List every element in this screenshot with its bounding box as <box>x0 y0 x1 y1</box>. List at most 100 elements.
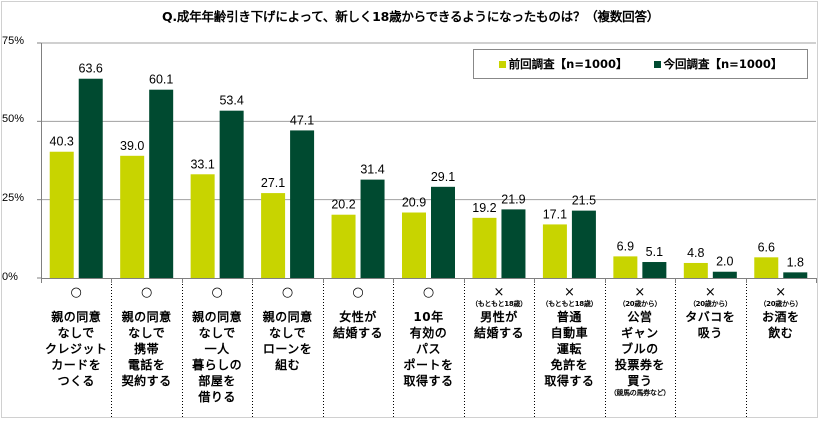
bar-previous <box>613 256 638 278</box>
data-label: 20.9 <box>402 196 426 210</box>
circle-mark: ○ <box>141 285 153 300</box>
data-label: 17.1 <box>543 207 567 221</box>
category-line: 親の同意 <box>121 310 172 324</box>
data-label: 6.6 <box>758 240 775 254</box>
spacer <box>323 300 393 309</box>
data-label: 21.5 <box>572 194 596 208</box>
category-line: つくる <box>57 374 95 388</box>
category-line: 結婚する <box>333 326 384 340</box>
bar-current <box>783 272 808 278</box>
data-label: 31.4 <box>360 163 384 177</box>
data-label: 47.1 <box>290 113 314 127</box>
data-label: 29.1 <box>431 170 455 184</box>
spacer <box>393 300 463 309</box>
data-label: 39.0 <box>120 139 144 153</box>
spacer <box>182 300 252 309</box>
category-line: お酒を <box>762 310 800 324</box>
bar-current <box>78 78 103 278</box>
category-label: × （20歳から） タバコを 吸う <box>675 286 745 341</box>
bar-previous <box>683 262 708 278</box>
category-label: ○ 親の同意なしでクレジットカードをつくる <box>41 286 111 389</box>
category-line: 組む <box>275 358 301 372</box>
legend-swatch <box>653 60 661 68</box>
bar-current <box>149 89 174 278</box>
category-label: ○ 親の同意 なしで 一人 暮らしの 部屋を 借りる <box>182 286 252 405</box>
y-tick-label: 75% <box>2 35 25 47</box>
category-line: 投票券を <box>614 358 665 372</box>
spacer <box>111 300 181 309</box>
category-line: 電話を <box>127 358 166 372</box>
bar-previous <box>261 193 286 278</box>
circle-mark: ○ <box>70 285 82 300</box>
category-line: ブルの <box>621 342 659 356</box>
bar-previous <box>754 257 779 278</box>
bar-previous <box>331 214 356 278</box>
data-label: 4.8 <box>687 246 704 260</box>
cross-mark: × <box>775 285 787 300</box>
legend: 前回調査【n=1000】 今回調査【n=1000】 <box>473 49 808 79</box>
category-line: ギャン <box>621 326 659 340</box>
bar-previous <box>190 174 215 278</box>
category-line: 買う <box>627 374 653 388</box>
bar-current <box>501 209 526 278</box>
data-label: 63.6 <box>79 62 103 76</box>
category-line: 携帯 <box>134 342 160 356</box>
category-label: ○ 女性が 結婚する <box>323 286 393 341</box>
data-label: 1.8 <box>787 255 804 269</box>
category-line: タバコを <box>685 310 736 324</box>
category-label: ○ 10年 有効の パス ポートを 取得する <box>393 286 463 389</box>
category-line: 契約する <box>121 374 172 388</box>
category-line: クレジット <box>44 342 108 356</box>
category-note: （20歳から） <box>618 300 662 308</box>
bar-current <box>360 179 385 278</box>
bar-previous <box>49 151 74 278</box>
category-line: カードを <box>51 358 102 372</box>
cross-mark: × <box>634 285 646 300</box>
spacer <box>41 300 111 309</box>
category-label: ○ 親の同意なしで携帯電話を契約する <box>111 286 181 389</box>
category-line: 運転 <box>556 342 582 356</box>
category-footnote: （競馬の馬券など） <box>609 389 671 397</box>
category-line: 男性が <box>480 310 518 324</box>
bar-previous <box>402 212 426 278</box>
data-label: 20.2 <box>331 198 355 212</box>
y-tick-label: 25% <box>2 192 25 204</box>
category-line: 一人 <box>204 342 230 356</box>
cross-mark: × <box>704 285 716 300</box>
data-label: 40.3 <box>50 135 74 149</box>
bar-current <box>219 110 244 279</box>
category-line: 結婚する <box>473 326 524 340</box>
chart-title: Q.成年年齢引き下げによって、新しく18歳からできるようになったものは？（複数回… <box>161 9 660 24</box>
circle-mark: ○ <box>211 285 223 300</box>
category-note: （もともと18歳） <box>471 300 527 308</box>
category-label: × （20歳から） 公営ギャンブルの投票券を買う （競馬の馬券など） <box>605 286 675 398</box>
data-label: 33.1 <box>190 157 214 171</box>
legend-label: 今回調査【n=1000】 <box>663 57 783 71</box>
data-label: 5.1 <box>646 245 663 259</box>
category-line: 親の同意 <box>262 310 313 324</box>
category-label: ○ 親の同意 なしで ローンを 組む <box>252 286 322 373</box>
category-line: ローンを <box>262 342 313 356</box>
category-line: 部屋を <box>198 374 236 388</box>
category-line: 女性が <box>339 310 377 324</box>
category-line: なしで <box>198 326 236 340</box>
data-label: 21.9 <box>501 192 525 206</box>
category-line: 親の同意 <box>192 310 243 324</box>
category-line: パス <box>415 342 441 356</box>
category-line: 親の同意 <box>51 310 102 324</box>
bar-previous <box>120 155 145 278</box>
category-line: 借りる <box>198 390 236 404</box>
circle-mark: ○ <box>281 285 294 300</box>
category-line: 有効の <box>409 326 448 340</box>
category-line: なしで <box>57 326 95 340</box>
category-line: なしで <box>128 326 166 340</box>
legend-item-previous: 前回調査【n=1000】 <box>498 56 628 72</box>
data-label: 19.2 <box>472 201 496 215</box>
category-line: 公営 <box>627 310 653 324</box>
category-line: 飲む <box>768 326 794 340</box>
category-label: × （もともと18歳） 普通 自動車 運転 免許を 取得する <box>534 286 604 389</box>
bar-current <box>642 262 667 278</box>
data-label: 53.4 <box>219 94 243 108</box>
